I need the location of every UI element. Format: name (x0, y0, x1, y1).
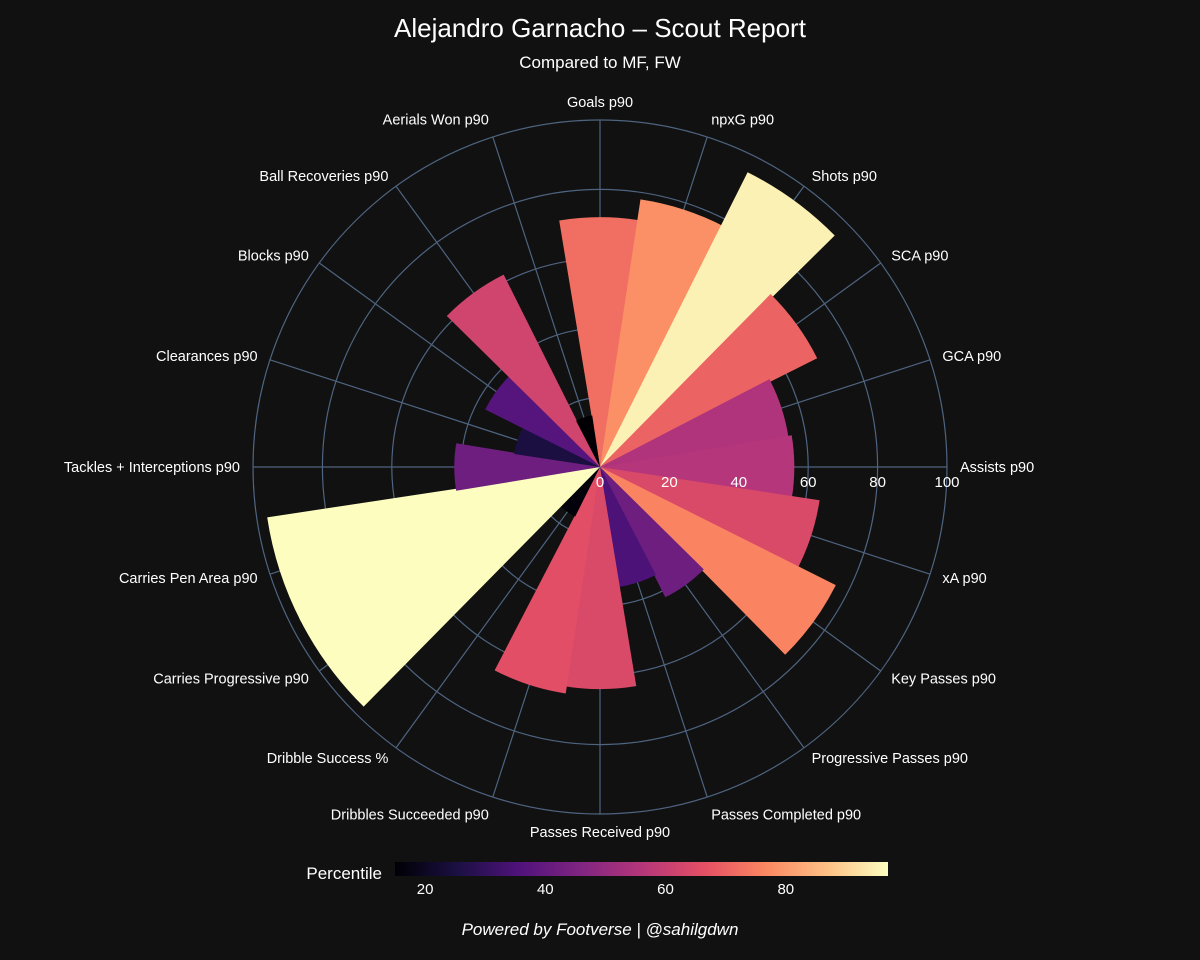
bar-carries-progressive-p90 (299, 467, 600, 707)
bar-shots-p90 (600, 172, 835, 468)
bar-blocks-p90 (485, 375, 600, 467)
bar-passes-received-p90 (563, 467, 637, 690)
category-label: Progressive Passes p90 (812, 751, 968, 767)
bar-clearances-p90 (514, 427, 600, 467)
radial-tick-label: 20 (661, 474, 678, 491)
category-label: Passes Received p90 (530, 825, 670, 841)
footer-credit: Powered by Footverse | @sahilgdwn (462, 920, 739, 939)
category-label: Passes Completed p90 (711, 807, 861, 823)
bar-assists-p90 (600, 435, 795, 499)
category-label: Shots p90 (812, 169, 877, 185)
colorbar-ticks: 20 40 60 80 (417, 881, 794, 898)
category-label: Dribble Success % (267, 751, 389, 767)
chart-subtitle: Compared to MF, FW (519, 53, 681, 72)
category-label: Clearances p90 (156, 349, 258, 365)
bars (267, 172, 836, 707)
category-label: Tackles + Interceptions p90 (64, 460, 240, 476)
category-label: Ball Recoveries p90 (259, 169, 388, 185)
radial-tick-label: 100 (934, 474, 959, 491)
category-label: Blocks p90 (238, 248, 309, 264)
bar-xa-p90 (600, 467, 820, 570)
category-label: xA p90 (942, 571, 986, 587)
colorbar: Percentile 20 40 60 80 (306, 862, 888, 898)
category-label: Aerials Won p90 (383, 113, 489, 129)
colorbar-gradient (395, 862, 888, 876)
colorbar-tick-label: 40 (537, 881, 554, 898)
category-label: Carries Progressive p90 (153, 672, 309, 688)
bar-ball-recoveries-p90 (446, 274, 600, 467)
bar-tackles-interceptions-p90 (454, 443, 600, 491)
radial-tick-label: 0 (596, 474, 604, 491)
category-label: Assists p90 (960, 460, 1034, 476)
bar-dribbles-succeeded-p90 (494, 467, 600, 694)
colorbar-tick-label: 60 (657, 881, 674, 898)
grid-spoke (395, 466, 601, 749)
category-label: GCA p90 (942, 349, 1001, 365)
category-labels: Goals p90 npxG p90 Shots p90 SCA p90 GCA p90… (64, 95, 1034, 841)
category-label: Dribbles Succeeded p90 (331, 807, 489, 823)
radial-ticks: 0 20 40 60 80 100 (596, 474, 960, 491)
chart-title: Alejandro Garnacho – Scout Report (394, 13, 807, 43)
bar-sca-p90 (600, 294, 818, 467)
bar-key-passes-p90 (600, 467, 836, 655)
category-label: Key Passes p90 (891, 672, 996, 688)
radial-tick-label: 40 (730, 474, 747, 491)
category-label: npxG p90 (711, 113, 774, 129)
colorbar-tick-label: 20 (417, 881, 434, 898)
category-label: Carries Pen Area p90 (119, 571, 258, 587)
category-label: Goals p90 (567, 95, 633, 111)
radial-tick-label: 60 (800, 474, 817, 491)
radial-tick-label: 80 (869, 474, 886, 491)
bar-goals-p90 (559, 217, 641, 467)
bar-carries-pen-area-p90 (267, 467, 600, 622)
bar-progressive-passes-p90 (600, 467, 704, 598)
category-label: SCA p90 (891, 248, 948, 264)
grid-spoke (492, 136, 601, 468)
bar-aerials-won-p90 (576, 415, 600, 467)
colorbar-title: Percentile (306, 864, 382, 883)
bar-dribble-success (560, 467, 600, 517)
bar-npxg-p90 (600, 199, 725, 467)
colorbar-tick-label: 80 (777, 881, 794, 898)
